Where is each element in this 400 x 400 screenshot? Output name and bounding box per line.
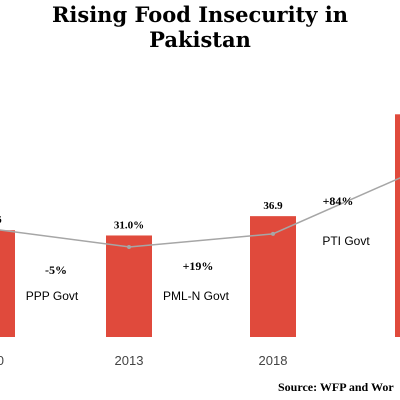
x-tick-label: 2013 [115, 353, 144, 368]
change-label: +84% [323, 194, 354, 208]
bar-2008 [0, 230, 15, 337]
trend-point [271, 231, 275, 236]
value-label: 31.0% [114, 219, 144, 231]
bar-2018 [250, 216, 296, 337]
bar-2022 [395, 114, 400, 337]
trend-point [127, 244, 131, 249]
x-tick-label: 2018 [259, 353, 288, 368]
bar-2013 [106, 235, 152, 337]
value-label: 32.6 [0, 214, 2, 226]
change-label: +19% [183, 259, 214, 273]
chart-title: Rising Food Insecurity in Pakistan [51, 2, 349, 52]
x-tick-label: 0 [0, 353, 4, 368]
source-note: Source: WFP and Wor [278, 380, 394, 394]
govt-label: PPP Govt [26, 289, 79, 303]
govt-label: PML-N Govt [163, 289, 230, 303]
trend-line [0, 177, 400, 248]
govt-label: PTI Govt [322, 234, 370, 248]
change-label: -5% [45, 263, 67, 277]
value-label: 36.9 [263, 200, 283, 212]
